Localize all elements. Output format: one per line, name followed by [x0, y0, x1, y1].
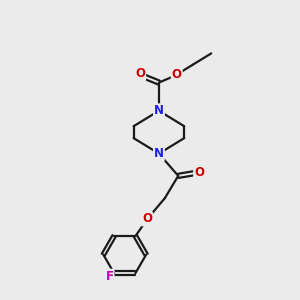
Text: O: O	[194, 167, 204, 179]
Text: F: F	[106, 270, 114, 283]
Text: O: O	[142, 212, 152, 226]
Text: O: O	[135, 67, 145, 80]
Text: N: N	[154, 147, 164, 160]
Text: N: N	[154, 104, 164, 117]
Text: O: O	[172, 68, 182, 81]
